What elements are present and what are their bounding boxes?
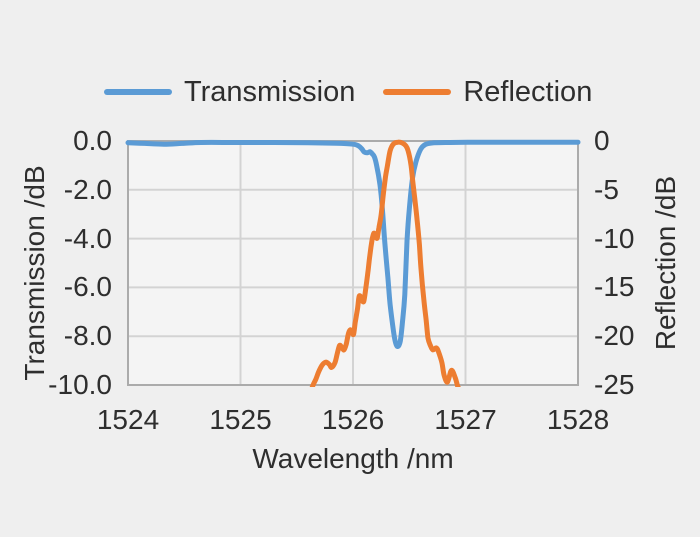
plot-border: [127, 140, 579, 386]
y-right-tick-label: -20: [594, 320, 635, 352]
x-axis-title: Wavelength /nm: [252, 443, 454, 474]
y-right-tick-label: 0: [594, 125, 610, 156]
y-right-tick-label: -25: [594, 369, 635, 400]
y-right-tick-label: -15: [594, 271, 635, 303]
y-left-tick-label: -4.0: [63, 222, 112, 254]
x-tick-label: 1524: [96, 404, 160, 435]
x-tick-label: 1525: [209, 404, 272, 435]
x-tick-label: 1526: [321, 404, 385, 435]
transmission-line-swatch: [104, 89, 172, 95]
reflection-curve: [309, 139, 461, 387]
x-tick-label: 1528: [546, 404, 610, 435]
x-tick-label: 1527: [434, 404, 497, 435]
legend: Transmission Reflection: [104, 76, 592, 108]
legend-item-transmission: Transmission: [104, 76, 355, 108]
y-right-tick-label: -10: [594, 222, 635, 254]
y-left-tick-label: 0.0: [73, 125, 112, 156]
reflection-line-swatch: [383, 89, 452, 95]
y-left-tick-label: -6.0: [63, 271, 112, 303]
y-right-tick-label: -5: [594, 173, 619, 205]
legend-item-reflection: Reflection: [383, 76, 592, 108]
y-left-tick-label: -2.0: [63, 173, 112, 205]
y-axis-right-title: Reflection /dB: [650, 175, 681, 351]
transmission-curve: [125, 139, 581, 350]
legend-label-reflection: Reflection: [463, 76, 593, 108]
y-left-tick-label: -8.0: [63, 320, 112, 352]
y-left-tick-label: -10.0: [48, 369, 112, 400]
legend-label-transmission: Transmission: [184, 76, 356, 108]
